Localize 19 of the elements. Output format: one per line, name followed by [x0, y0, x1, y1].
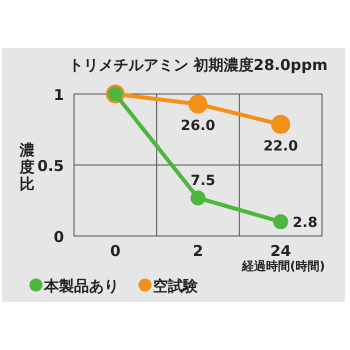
point	[190, 190, 206, 206]
y-tick-label: 0	[54, 228, 64, 246]
annotation: 22.0	[263, 138, 298, 154]
legend-label: 本製品あり	[43, 277, 119, 295]
chart-title: トリメチルアミン 初期濃度28.0ppm	[68, 56, 328, 74]
annotation: 7.5	[190, 172, 216, 189]
point	[273, 214, 288, 230]
legend-label: 空試験	[153, 277, 199, 295]
x-axis-title: 経過時間(時間)	[241, 259, 325, 273]
y-axis-title: 濃度比	[18, 141, 34, 193]
x-tick-label: 2	[192, 242, 204, 260]
x-tick-label: 0	[110, 242, 121, 260]
point	[188, 94, 208, 114]
y-tick-label: 0.5	[37, 157, 64, 175]
x-tick-label: 24	[270, 242, 292, 260]
point	[271, 114, 290, 134]
y-tick-label: 1	[54, 86, 64, 104]
annotation: 26.0	[180, 118, 216, 134]
annotation: 2.8	[292, 214, 318, 231]
